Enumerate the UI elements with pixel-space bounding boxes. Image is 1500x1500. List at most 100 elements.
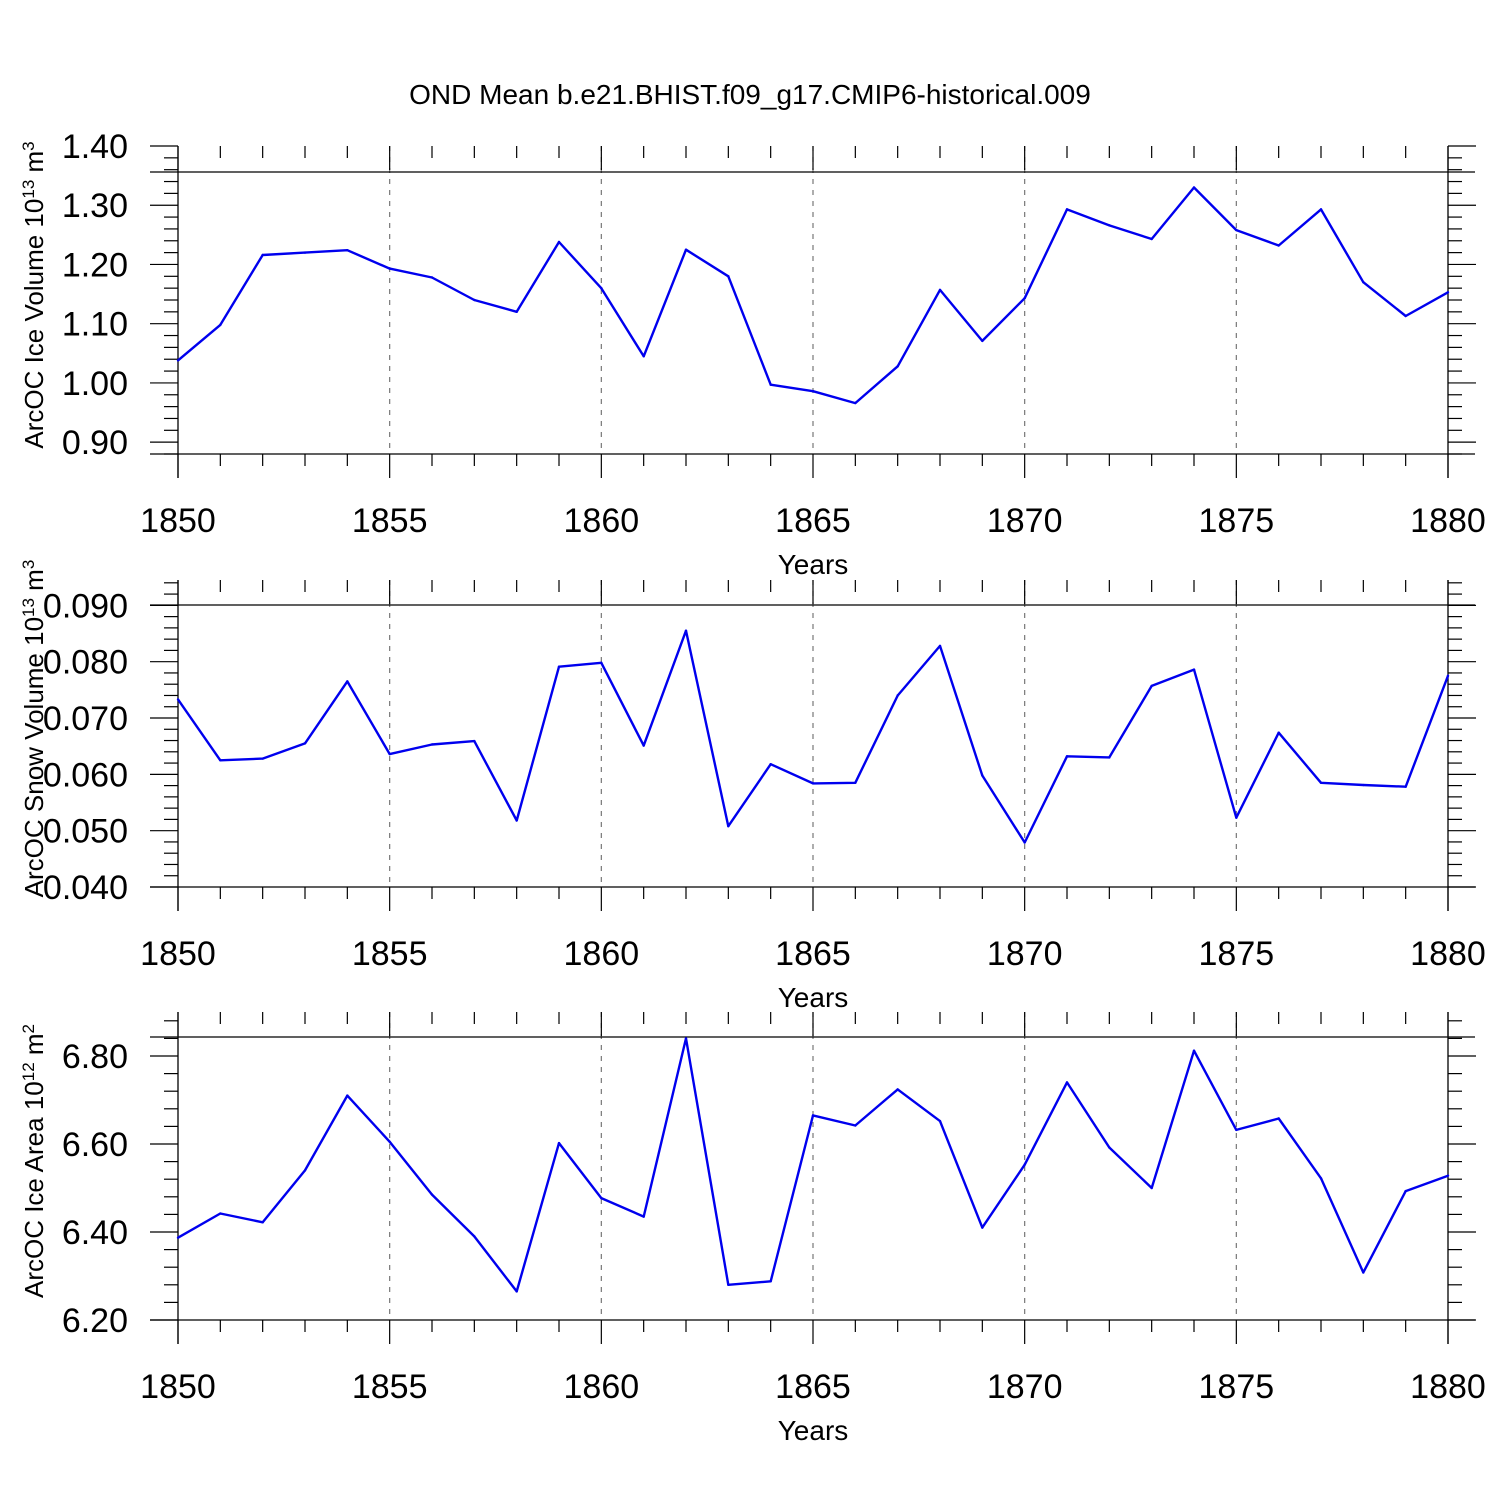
data-point-1879 xyxy=(1404,785,1407,788)
x-tick-label: 1850 xyxy=(140,1368,216,1406)
chart-panel-2: 1850 1855 1860 1865 1870 1875 1880 Years 0.040 0.… xyxy=(19,560,1486,1013)
data-point-1865 xyxy=(811,782,815,785)
data-point-1870 xyxy=(1023,841,1026,844)
data-point-1861 xyxy=(642,1215,645,1218)
data-point-1869 xyxy=(981,774,984,777)
figure-title: OND Mean b.e21.BHIST.f09_g17.CMIP6-histo… xyxy=(409,79,1091,110)
data-point-1872 xyxy=(1108,224,1111,227)
y-axis-title-unit: m xyxy=(19,151,49,180)
y-tick-label: 0.090 xyxy=(43,587,128,625)
y-tick-label: 0.90 xyxy=(62,424,128,462)
y-tick-label: 1.30 xyxy=(62,187,128,225)
data-point-1855 xyxy=(388,752,391,756)
data-point-1850 xyxy=(176,1236,180,1239)
y-axis-title-exp: 13 xyxy=(19,598,38,617)
data-point-1862 xyxy=(684,629,688,632)
data-point-1862 xyxy=(684,248,688,251)
data-point-1862 xyxy=(684,1037,688,1040)
data-point-1871 xyxy=(1065,755,1069,758)
data-point-1857 xyxy=(473,739,476,743)
y-tick-label: 1.10 xyxy=(62,306,128,344)
data-point-1870 xyxy=(1023,297,1026,300)
data-point-1869 xyxy=(981,339,984,343)
y-axis-title-exp: 12 xyxy=(19,1062,38,1081)
data-point-1864 xyxy=(769,1280,772,1283)
data-point-1853 xyxy=(303,1169,307,1172)
data-point-1851 xyxy=(219,1212,222,1215)
data-point-1867 xyxy=(896,694,899,697)
x-axis-title: Years xyxy=(778,1415,849,1446)
data-point-1857 xyxy=(473,1235,476,1238)
x-axis-title: Years xyxy=(778,982,849,1013)
data-point-1851 xyxy=(219,759,222,762)
data-point-1879 xyxy=(1404,1189,1407,1193)
y-tick-label: 0.050 xyxy=(43,813,128,851)
data-points xyxy=(176,1037,1450,1293)
x-tick-label: 1880 xyxy=(1410,502,1486,540)
data-point-1866 xyxy=(854,401,857,405)
data-point-1859 xyxy=(557,240,561,244)
x-tick-label: 1860 xyxy=(564,502,640,540)
y-axis-title-unit-exp: 3 xyxy=(19,141,38,150)
y-tick-label: 0.060 xyxy=(43,756,128,794)
y-axis-title-unit-exp: 2 xyxy=(19,1024,38,1033)
data-point-1850 xyxy=(176,698,180,701)
data-point-1873 xyxy=(1150,1186,1153,1190)
data-point-1875 xyxy=(1235,1128,1238,1132)
y-axis-title-base: ArcOC Ice Volume 10 xyxy=(19,199,49,449)
y-axis-title-exp: 13 xyxy=(19,180,38,199)
data-point-1853 xyxy=(303,742,307,745)
x-tick-label: 1870 xyxy=(987,1368,1063,1406)
gridlines xyxy=(389,580,1237,887)
x-tick-label: 1865 xyxy=(775,502,851,540)
y-tick-label: 6.20 xyxy=(62,1302,128,1340)
x-tick-label: 1870 xyxy=(987,935,1063,973)
data-point-1880 xyxy=(1446,1174,1450,1177)
data-point-1871 xyxy=(1065,1081,1069,1084)
y-axis-title-unit-exp: 3 xyxy=(19,560,38,569)
data-point-1880 xyxy=(1446,674,1450,677)
series-line xyxy=(177,1037,1449,1293)
data-point-1865 xyxy=(811,1114,815,1117)
data-point-1873 xyxy=(1150,684,1153,688)
data-point-1859 xyxy=(557,1141,561,1145)
data-point-1863 xyxy=(727,1283,730,1287)
y-tick-label: 6.40 xyxy=(62,1214,128,1252)
x-ticks xyxy=(177,1012,1449,1344)
data-point-1872 xyxy=(1108,756,1111,759)
x-ticks xyxy=(177,146,1449,478)
y-tick-label: 1.40 xyxy=(62,128,128,166)
y-axis-title: ArcOC Ice Volume 1013 m3 xyxy=(19,141,50,448)
y-ticks xyxy=(150,582,1476,888)
y-ticks xyxy=(150,145,1476,455)
data-point-1876 xyxy=(1277,244,1280,247)
y-tick-label: 0.040 xyxy=(43,869,128,907)
data-point-1876 xyxy=(1277,1117,1280,1120)
gridlines xyxy=(389,1012,1237,1320)
data-point-1856 xyxy=(430,1193,434,1196)
x-tick-label: 1860 xyxy=(564,1368,640,1406)
y-axis-title: ArcOC Ice Area 1012 m2 xyxy=(19,1024,50,1298)
data-point-1853 xyxy=(303,251,307,254)
x-tick-label: 1855 xyxy=(352,935,428,973)
data-point-1856 xyxy=(430,743,434,746)
x-tick-label: 1850 xyxy=(140,502,216,540)
data-point-1861 xyxy=(642,355,645,358)
data-point-1852 xyxy=(261,1221,264,1224)
y-tick-label: 0.070 xyxy=(43,700,128,738)
gridlines xyxy=(389,146,1237,454)
data-point-1880 xyxy=(1446,291,1450,294)
data-point-1875 xyxy=(1235,228,1238,232)
data-point-1867 xyxy=(896,365,899,368)
y-axis-title-base: ArcOC Snow Volume 10 xyxy=(19,617,49,897)
data-point-1866 xyxy=(854,1124,857,1127)
y-tick-label: 1.00 xyxy=(62,365,128,403)
data-point-1868 xyxy=(938,644,942,648)
data-point-1858 xyxy=(515,310,518,314)
data-point-1860 xyxy=(600,1196,603,1200)
data-point-1872 xyxy=(1108,1146,1111,1149)
data-point-1850 xyxy=(176,359,180,362)
y-axis-title-base: ArcOC Ice Area 10 xyxy=(19,1081,49,1298)
y-axis-title-unit: m xyxy=(19,569,49,598)
